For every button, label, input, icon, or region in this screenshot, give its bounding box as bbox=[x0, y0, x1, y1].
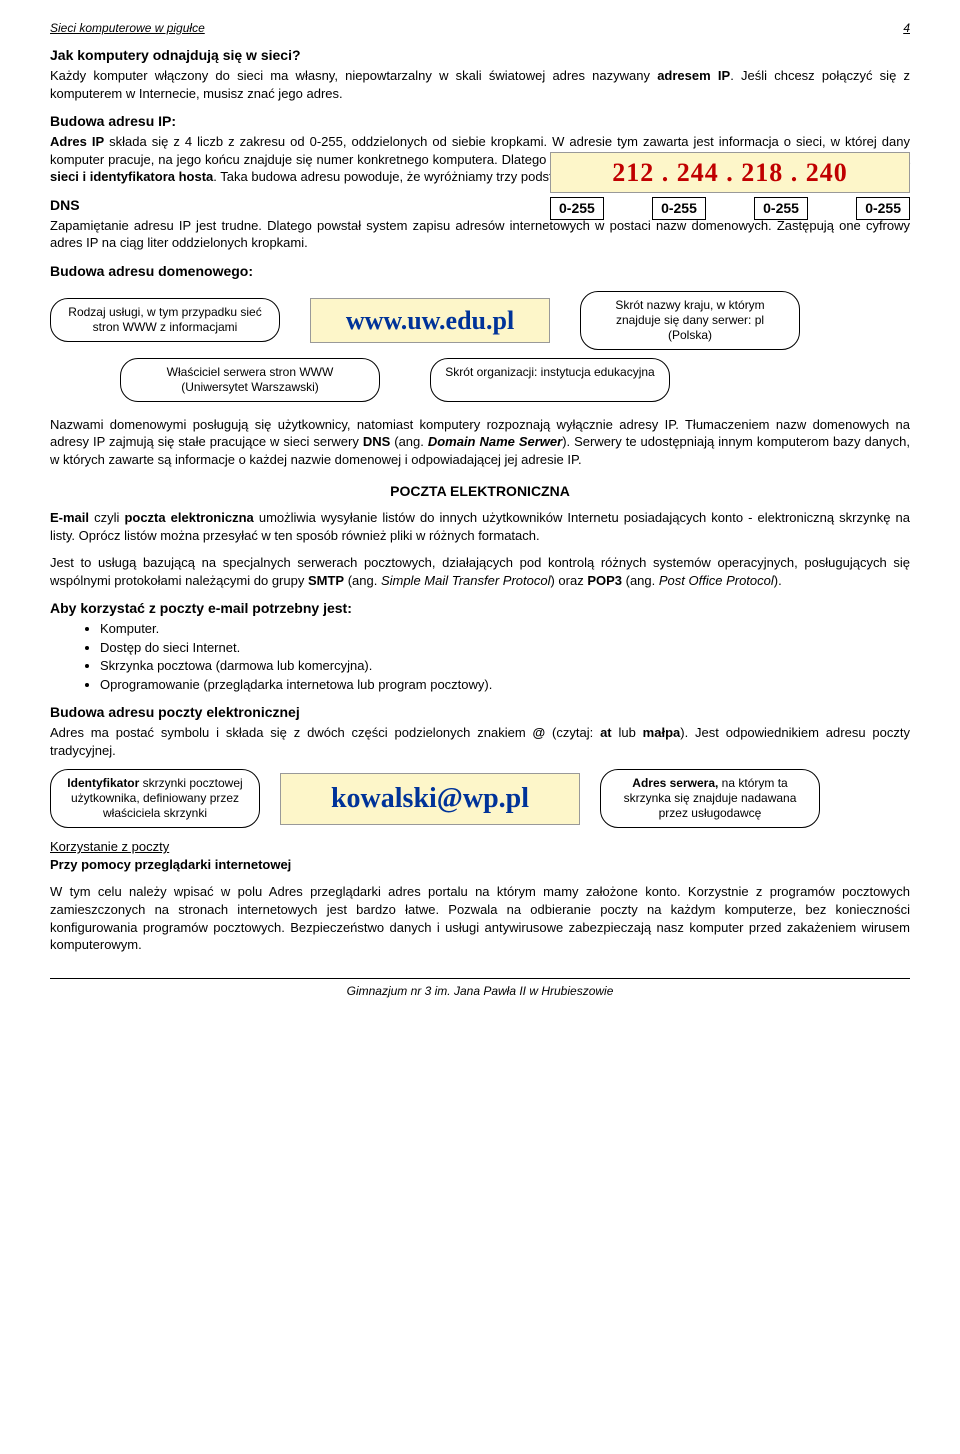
email-address-box: kowalski@wp.pl bbox=[280, 773, 580, 825]
callout-owner: Właściciel serwera stron WWW (Uniwersyte… bbox=[120, 358, 380, 402]
email-address-title: Budowa adresu poczty elektronicznej bbox=[50, 703, 910, 722]
page-number: 4 bbox=[903, 20, 910, 36]
callout-server-address: Adres serwera, na którym ta skrzynka się… bbox=[600, 769, 820, 828]
ip-range: 0-255 bbox=[856, 197, 910, 220]
ip-range: 0-255 bbox=[652, 197, 706, 220]
email-usage-heading: Korzystanie z poczty Przy pomocy przeglą… bbox=[50, 838, 910, 873]
ip-diagram: 212 . 244 . 218 . 240 0-255 0-255 0-255 … bbox=[550, 152, 910, 220]
list-item: Komputer. bbox=[100, 620, 910, 638]
email-diagram: Identyfikator skrzynki pocztowej użytkow… bbox=[50, 769, 910, 828]
ip-address-box: 212 . 244 . 218 . 240 bbox=[550, 152, 910, 193]
domain-diagram-row1: Rodzaj usługi, w tym przypadku sieć stro… bbox=[50, 291, 910, 350]
callout-country: Skrót nazwy kraju, w którym znajduje się… bbox=[580, 291, 800, 350]
ip-range: 0-255 bbox=[754, 197, 808, 220]
callout-mailbox-id: Identyfikator skrzynki pocztowej użytkow… bbox=[50, 769, 260, 828]
header-title: Sieci komputerowe w pigułce bbox=[50, 20, 205, 36]
intro-paragraph: Każdy komputer włączony do sieci ma włas… bbox=[50, 67, 910, 102]
list-item: Skrzynka pocztowa (darmowa lub komercyjn… bbox=[100, 657, 910, 675]
domain-structure-title: Budowa adresu domenowego: bbox=[50, 262, 910, 281]
domain-diagram-row2: Właściciel serwera stron WWW (Uniwersyte… bbox=[120, 358, 910, 402]
email-protocols: Jest to usługą bazującą na specjalnych s… bbox=[50, 554, 910, 589]
ip-structure-block: Budowa adresu IP: Adres IP składa się z … bbox=[50, 112, 910, 186]
email-usage-paragraph: W tym celu należy wpisać w polu Adres pr… bbox=[50, 883, 910, 953]
email-requirements-title: Aby korzystać z poczty e-mail potrzebny … bbox=[50, 599, 910, 618]
email-requirements-list: Komputer. Dostęp do sieci Internet. Skrz… bbox=[100, 620, 910, 693]
page-footer: Gimnazjum nr 3 im. Jana Pawła II w Hrubi… bbox=[50, 978, 910, 999]
page-header: Sieci komputerowe w pigułce 4 bbox=[50, 20, 910, 36]
ip-range: 0-255 bbox=[550, 197, 604, 220]
dns-paragraph: Zapamiętanie adresu IP jest trudne. Dlat… bbox=[50, 217, 910, 252]
ip-ranges-row: 0-255 0-255 0-255 0-255 bbox=[550, 197, 910, 220]
list-item: Dostęp do sieci Internet. bbox=[100, 639, 910, 657]
list-item: Oprogramowanie (przeglądarka internetowa… bbox=[100, 676, 910, 694]
dns-servers-paragraph: Nazwami domenowymi posługują się użytkow… bbox=[50, 416, 910, 469]
ip-title: Budowa adresu IP: bbox=[50, 112, 910, 131]
callout-org: Skrót organizacji: instytucja edukacyjna bbox=[430, 358, 670, 402]
email-heading: POCZTA ELEKTRONICZNA bbox=[50, 482, 910, 501]
email-intro: E-mail czyli poczta elektroniczna umożli… bbox=[50, 509, 910, 544]
callout-service: Rodzaj usługi, w tym przypadku sieć stro… bbox=[50, 298, 280, 342]
domain-url-box: www.uw.edu.pl bbox=[310, 298, 550, 343]
email-address-paragraph: Adres ma postać symbolu i składa się z d… bbox=[50, 724, 910, 759]
section-title-find: Jak komputery odnajdują się w sieci? bbox=[50, 46, 910, 65]
